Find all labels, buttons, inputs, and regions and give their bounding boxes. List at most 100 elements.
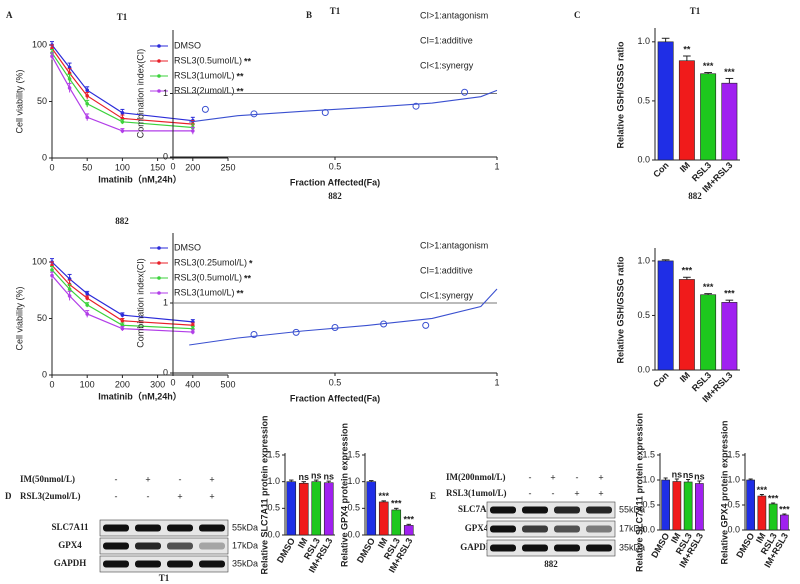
y-tick-label: 0.5 [267, 503, 280, 513]
treatment-sign: + [177, 491, 182, 501]
bar [661, 479, 670, 531]
y-tick-label: 0.5 [637, 310, 650, 320]
significance: *** [768, 493, 779, 503]
bar [311, 481, 322, 536]
y-tick-label: 0.0 [637, 154, 650, 164]
y-tick-label: 50 [37, 96, 47, 106]
x-tick-label: 200 [185, 162, 200, 172]
marker [85, 312, 89, 316]
protein-label: SLC7A11 [458, 504, 496, 514]
significance: ns [694, 471, 705, 481]
y-tick-label: 0.0 [267, 529, 280, 539]
x-tick-label: 100 [80, 379, 95, 389]
point [422, 321, 430, 329]
bar [768, 503, 778, 531]
panel-letter: D [5, 491, 12, 501]
marker [191, 330, 195, 334]
blot-band [586, 506, 612, 514]
chart-title: T1 [690, 6, 701, 16]
x-tick-label: IM [669, 531, 683, 545]
treatment-sign: + [145, 474, 150, 484]
x-tick-label: 200 [115, 379, 130, 389]
marker [85, 94, 89, 98]
legend-label: RSL3(0.5umol/L) [174, 55, 242, 65]
y-tick-label: 1.5 [267, 449, 280, 459]
y-tick-label: 1.0 [727, 474, 740, 484]
blot-strip [486, 520, 616, 538]
y-tick-label: 1 [163, 88, 168, 98]
y-axis-label: Combination index(CI) [135, 258, 145, 348]
blot-caption: T1 [159, 573, 170, 583]
blot-strip [486, 501, 616, 519]
marker [50, 54, 54, 59]
x-tick-label: 0 [49, 162, 54, 172]
marker [120, 318, 125, 323]
significance: ns [298, 472, 309, 482]
significance: ns [323, 472, 334, 482]
kda-label: 17kDa [232, 540, 258, 550]
legend-label: DMSO [174, 40, 201, 50]
legend-label: RSL3(1umol/L) [174, 287, 235, 297]
significance: ns [311, 470, 322, 480]
marker [85, 101, 89, 106]
legend-significance: ** [244, 273, 252, 283]
chart-title: T1 [330, 6, 341, 16]
bar [678, 279, 695, 371]
protein-label: GPX4 [58, 540, 82, 550]
x-tick-label: 0 [49, 379, 54, 389]
y-tick-label: 1.5 [727, 449, 740, 459]
x-tick-label: 150 [150, 162, 165, 172]
y-tick-label: 0.5 [642, 499, 655, 509]
treatment-sign: - [529, 472, 532, 482]
treatment-sign: + [598, 488, 603, 498]
marker [67, 287, 72, 291]
significance: ns [683, 470, 694, 480]
y-tick-label: 100 [32, 256, 47, 266]
marker [85, 115, 89, 120]
treatment-sign: + [550, 472, 555, 482]
legend-label: DMSO [174, 242, 201, 252]
x-tick-label: IM [754, 531, 768, 545]
blot-strip [99, 537, 229, 555]
y-tick-label: 0.5 [637, 95, 650, 105]
point [461, 88, 469, 96]
protein-label: SLC7A11 [51, 522, 89, 532]
y-tick-label: 0.0 [727, 524, 740, 534]
bar [746, 479, 755, 531]
blot-band [103, 560, 129, 568]
legend-significance: ** [237, 86, 245, 96]
y-tick-label: 1 [163, 297, 168, 307]
panel-letter: C [574, 10, 581, 20]
y-axis-label: Relative SLC7A11 protein expression [259, 415, 269, 574]
y-tick-label: 1.5 [642, 449, 655, 459]
significance: ns [672, 469, 683, 479]
x-tick-label: 250 [220, 162, 235, 172]
y-axis-label: Relative GSH/GSSG ratio [615, 41, 625, 149]
bar [657, 260, 674, 371]
y-axis-label: Relative GPX4 protein expression [719, 420, 729, 564]
protein-label: GAPDH [460, 542, 493, 552]
blot-band [135, 524, 161, 532]
bar [378, 501, 389, 536]
y-axis-label: Relative GSH/GSSG ratio [615, 256, 625, 364]
blot-band [490, 544, 516, 552]
blot-band [554, 525, 580, 533]
y-tick-label: 0.5 [727, 499, 740, 509]
bar [366, 481, 377, 536]
treatment-sign: + [209, 474, 214, 484]
marker [120, 313, 125, 317]
marker [120, 120, 125, 124]
y-tick-label: 1.0 [347, 476, 360, 486]
treatment-label: IM(200nmol/L) [446, 472, 506, 482]
marker [85, 88, 89, 92]
marker [67, 294, 72, 298]
y-tick-label: 0 [42, 152, 47, 162]
marker [120, 326, 125, 331]
bar [780, 514, 789, 531]
marker [85, 291, 89, 296]
bar [700, 294, 717, 371]
blot-band [586, 544, 612, 552]
blot-band [522, 525, 548, 533]
point [321, 109, 329, 117]
